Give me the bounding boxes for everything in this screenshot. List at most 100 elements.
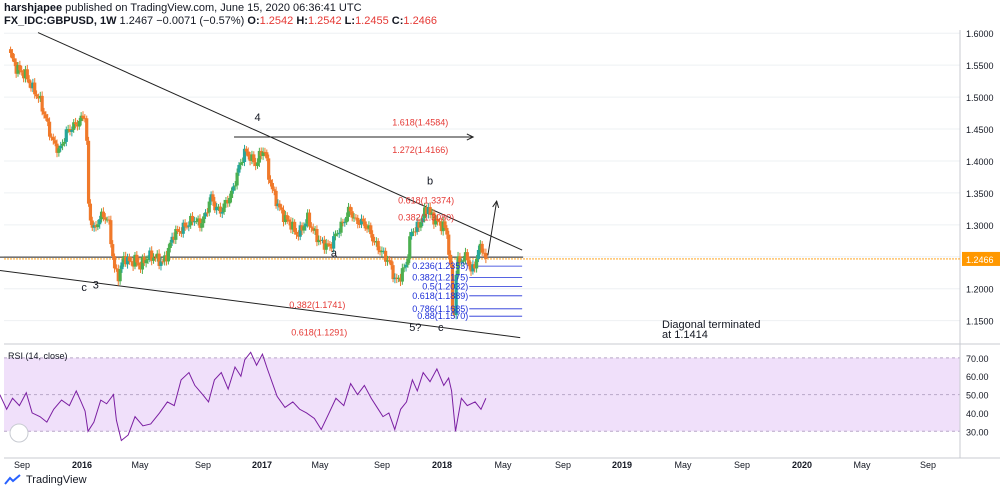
candle	[163, 255, 167, 262]
footer-brand[interactable]: TradingView	[4, 474, 87, 486]
fib-retracement-label: 0.618(1.1889)	[412, 291, 468, 301]
time-tick-label: May	[311, 460, 329, 470]
candle	[395, 277, 399, 280]
candle	[372, 241, 377, 243]
candle	[302, 226, 306, 231]
candle	[382, 250, 386, 252]
candle	[88, 203, 93, 221]
candle	[194, 221, 198, 223]
candle	[242, 148, 247, 163]
time-tick-label: 2017	[252, 460, 272, 470]
candle	[248, 156, 252, 161]
candle	[363, 221, 367, 229]
candle	[356, 217, 360, 224]
candle	[335, 233, 339, 235]
candle	[23, 69, 28, 79]
candle	[410, 232, 414, 237]
candle	[296, 234, 300, 237]
candle	[12, 58, 16, 63]
candle	[55, 143, 59, 153]
candle	[198, 218, 202, 228]
candle	[415, 221, 419, 232]
candle	[432, 212, 436, 225]
price-tick-label: 1.2000	[966, 285, 994, 295]
candle	[371, 234, 375, 242]
fib-extension-label: 0.618(1.3374)	[398, 195, 454, 205]
candle	[179, 231, 183, 234]
candle	[463, 252, 468, 261]
candle	[380, 250, 384, 253]
price-tick-label: 1.6000	[966, 29, 994, 39]
candle	[20, 70, 24, 73]
candle	[428, 207, 432, 215]
candle	[274, 190, 278, 207]
candle	[116, 269, 120, 282]
candle	[270, 182, 274, 190]
candle	[157, 253, 161, 266]
wave-label: 4	[254, 112, 260, 124]
candle	[337, 232, 341, 234]
candle	[202, 216, 206, 224]
candle	[244, 148, 248, 152]
candle	[367, 225, 371, 229]
candle	[294, 231, 299, 235]
candle	[255, 162, 260, 166]
author-name[interactable]: harshjapee	[4, 2, 63, 14]
candle	[151, 257, 156, 261]
candle	[60, 143, 65, 146]
candle	[16, 65, 20, 74]
candle	[462, 260, 466, 262]
arrow-head	[466, 133, 475, 141]
candle	[127, 257, 132, 262]
candle	[75, 124, 80, 127]
time-tick-label: Sep	[920, 460, 936, 470]
candle	[411, 231, 416, 233]
candle	[475, 258, 479, 269]
candle	[281, 209, 286, 223]
candle	[94, 225, 98, 228]
candle	[456, 256, 460, 275]
candle	[300, 225, 304, 231]
candle	[111, 244, 115, 257]
candle	[473, 264, 477, 269]
candle	[101, 211, 106, 218]
candle	[348, 206, 352, 212]
candle	[25, 69, 29, 80]
candle	[393, 277, 397, 280]
candle	[209, 194, 213, 202]
time-tick-label: Sep	[14, 460, 30, 470]
candle	[107, 219, 111, 221]
fib-retracement-label: 0.382(1.2175)	[412, 273, 468, 283]
candle	[426, 207, 430, 215]
candle	[66, 129, 70, 131]
rsi-tick-label: 70.00	[966, 354, 989, 364]
rsi-tick-label: 50.00	[966, 391, 989, 401]
price-tick-label: 1.4000	[966, 157, 994, 167]
price-tick-label: 1.5000	[966, 93, 994, 103]
time-tick-label: Sep	[734, 460, 750, 470]
candle	[471, 264, 475, 272]
candle	[423, 207, 427, 219]
candle	[361, 218, 365, 222]
candle	[73, 122, 78, 125]
candle	[51, 137, 55, 141]
rsi-tick-label: 60.00	[966, 372, 989, 382]
fib-extension-label: 1.272(1.4166)	[392, 145, 448, 155]
candle	[83, 118, 87, 120]
candle	[345, 216, 349, 223]
candle	[18, 65, 22, 71]
candle	[207, 201, 211, 213]
candle	[467, 260, 471, 267]
candle	[42, 111, 46, 115]
candle	[439, 221, 443, 232]
low-label: L:	[344, 15, 356, 27]
candle	[172, 236, 176, 240]
candle	[328, 244, 332, 247]
candle	[239, 162, 243, 165]
price-chart[interactable]: 1.6000 1.5500 1.5000 1.4500 1.4000 1.3500 1.30…	[0, 0, 1000, 470]
candle	[339, 221, 343, 233]
candle	[402, 267, 406, 269]
candle	[252, 154, 256, 163]
candle	[391, 265, 395, 280]
candle	[436, 218, 440, 222]
